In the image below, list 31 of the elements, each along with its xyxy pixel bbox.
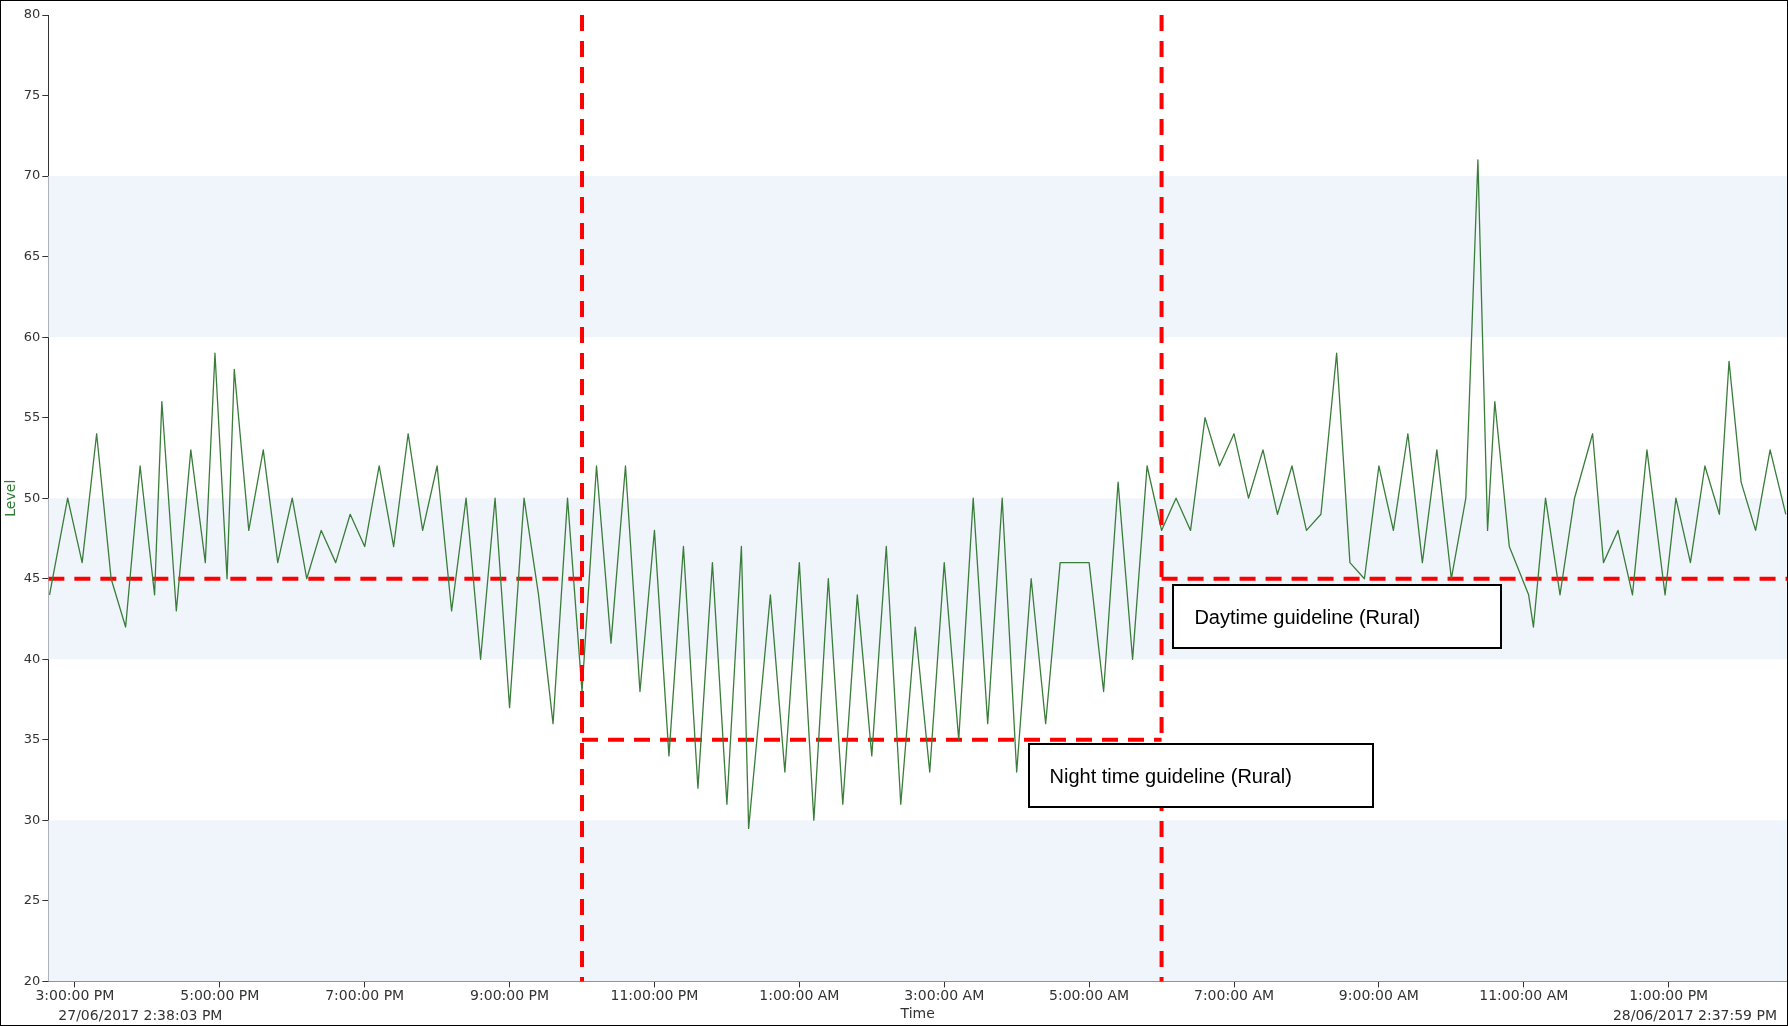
text: 27/06/2017 2:38:03 PM <box>58 1006 223 1023</box>
x-tick-label: 1:00:00 PM <box>1629 987 1709 1004</box>
x-tick-label: 7:00:00 AM <box>1193 987 1275 1004</box>
callout-box: Daytime guideline (Rural) <box>1172 583 1503 649</box>
y-tick-label: 60 <box>23 328 41 344</box>
x-axis-title: Time <box>899 1005 935 1022</box>
x-tick-label: 7:00:00 PM <box>325 987 405 1004</box>
y-tick-label: 30 <box>23 811 41 827</box>
y-tick-label: 75 <box>23 86 41 102</box>
x-tick-label: 11:00:00 PM <box>610 987 699 1004</box>
y-tick-label: 40 <box>23 650 41 666</box>
y-tick-label: 80 <box>23 6 41 22</box>
y-tick-label: 70 <box>23 167 41 183</box>
y-tick-label: 50 <box>23 489 41 505</box>
y-tick-label: 45 <box>23 570 41 586</box>
text: 28/06/2017 2:37:59 PM <box>1612 1006 1777 1023</box>
x-tick-label: 9:00:00 AM <box>1338 987 1419 1004</box>
callout-box: Night time guideline (Rural) <box>1027 743 1374 808</box>
y-tick-label: 55 <box>23 409 41 425</box>
x-tick-label: 5:00:00 PM <box>180 987 260 1004</box>
y-tick-label: 20 <box>23 972 41 988</box>
y-tick-label: 35 <box>23 731 41 747</box>
x-tick-label: 1:00:00 AM <box>759 987 840 1004</box>
y-tick-label: 65 <box>23 247 41 263</box>
x-tick-label: 3:00:00 AM <box>904 987 985 1004</box>
x-tick-label: 11:00:00 AM <box>1479 987 1569 1004</box>
x-tick-label: 9:00:00 PM <box>470 987 550 1004</box>
x-tick-label: 5:00:00 AM <box>1049 987 1130 1004</box>
y-tick-label: 25 <box>23 892 41 908</box>
y-axis-title: Level <box>2 479 19 517</box>
x-tick-label: 3:00:00 PM <box>35 987 115 1004</box>
